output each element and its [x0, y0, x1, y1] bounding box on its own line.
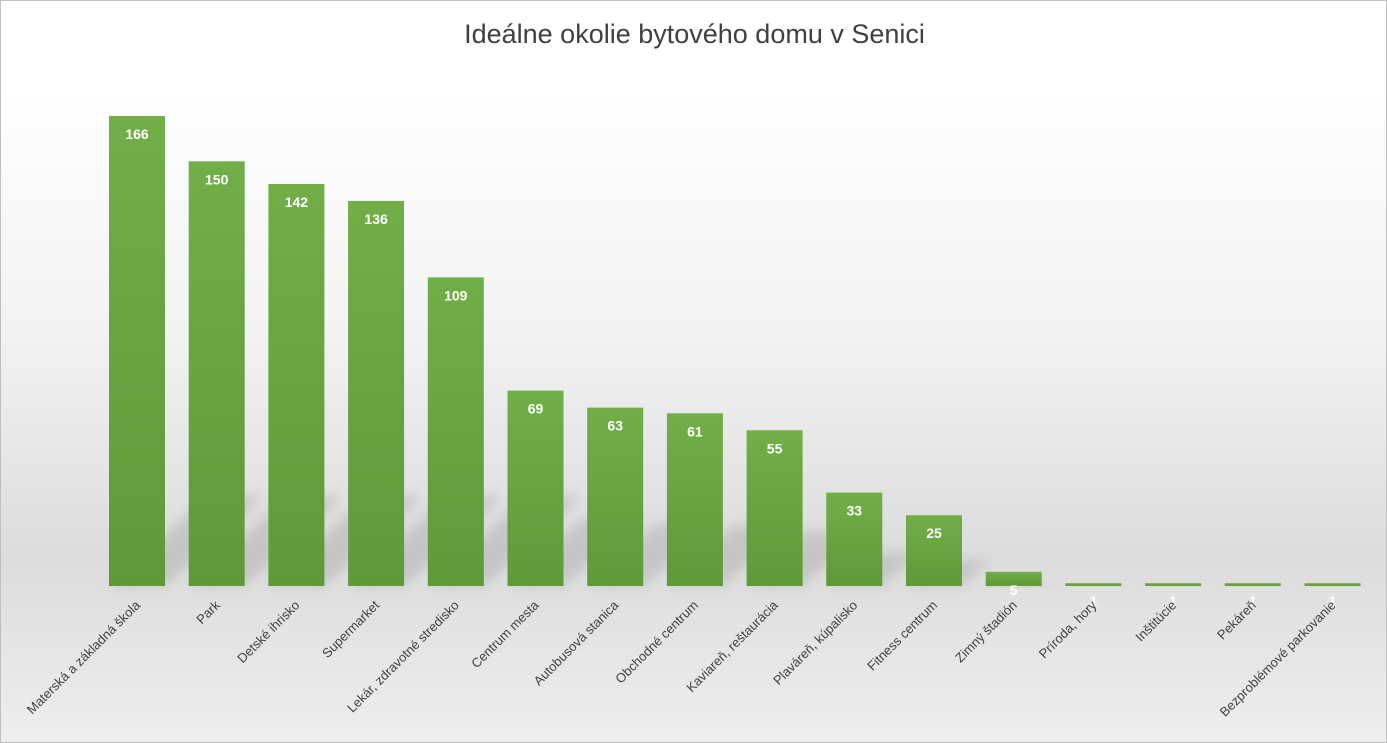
data-labels: 166 150 142 136 109 69 63 61 55 33 25 5 1 1 1 1	[125, 126, 1336, 609]
bars	[109, 116, 1361, 586]
data-label: 1	[1249, 593, 1257, 609]
data-label: 69	[528, 401, 544, 417]
bar	[826, 492, 883, 586]
category-label: Park	[193, 597, 223, 627]
category-label: Centrum mesta	[468, 597, 542, 671]
bar	[1304, 583, 1361, 586]
bar	[1145, 583, 1202, 586]
data-label: 166	[125, 126, 149, 142]
data-label: 1	[1169, 593, 1177, 609]
category-label: Pekáreň	[1214, 598, 1259, 643]
bar	[348, 200, 405, 586]
category-label: Inštitúcie	[1132, 598, 1179, 645]
data-label: 55	[767, 440, 783, 456]
bar	[587, 407, 644, 586]
data-label: 142	[285, 194, 309, 210]
category-label: Plaváreň, kúpalisko	[770, 598, 860, 688]
bar	[507, 390, 564, 586]
data-label: 1	[1329, 593, 1337, 609]
category-label: Fitness centrum	[864, 598, 940, 674]
bar	[1065, 583, 1122, 586]
category-label: Detské ihrisko	[234, 598, 302, 666]
bar	[906, 515, 962, 586]
category-label: Supermarket	[319, 597, 383, 661]
data-label: 109	[444, 287, 468, 303]
bar	[109, 116, 165, 586]
bar	[746, 430, 803, 586]
bar	[188, 161, 245, 586]
category-label: Obchodné centrum	[612, 598, 701, 687]
bar	[985, 571, 1042, 586]
category-label: Príroda, hory	[1036, 597, 1100, 661]
bar	[1224, 583, 1281, 586]
category-label: Zimný štadión	[952, 598, 1020, 666]
data-label: 150	[205, 171, 229, 187]
data-label: 25	[926, 525, 942, 541]
category-label: Kaviareň, reštaurácia	[683, 597, 781, 695]
category-label: Autobusová stanica	[530, 597, 621, 688]
data-label: 5	[1010, 582, 1018, 598]
category-label: Materská a základná škola	[24, 597, 144, 717]
bar	[666, 413, 723, 586]
chart-title: Ideálne okolie bytového domu v Senici	[464, 19, 925, 49]
data-label: 33	[847, 503, 863, 519]
bar	[268, 183, 325, 586]
category-labels: Materská a základná škola Park Detské ihri…	[24, 597, 1339, 720]
data-label: 136	[364, 211, 388, 227]
data-label: 1	[1090, 593, 1098, 609]
bar	[427, 277, 484, 586]
data-label: 61	[687, 423, 703, 439]
data-label: 63	[607, 418, 623, 434]
